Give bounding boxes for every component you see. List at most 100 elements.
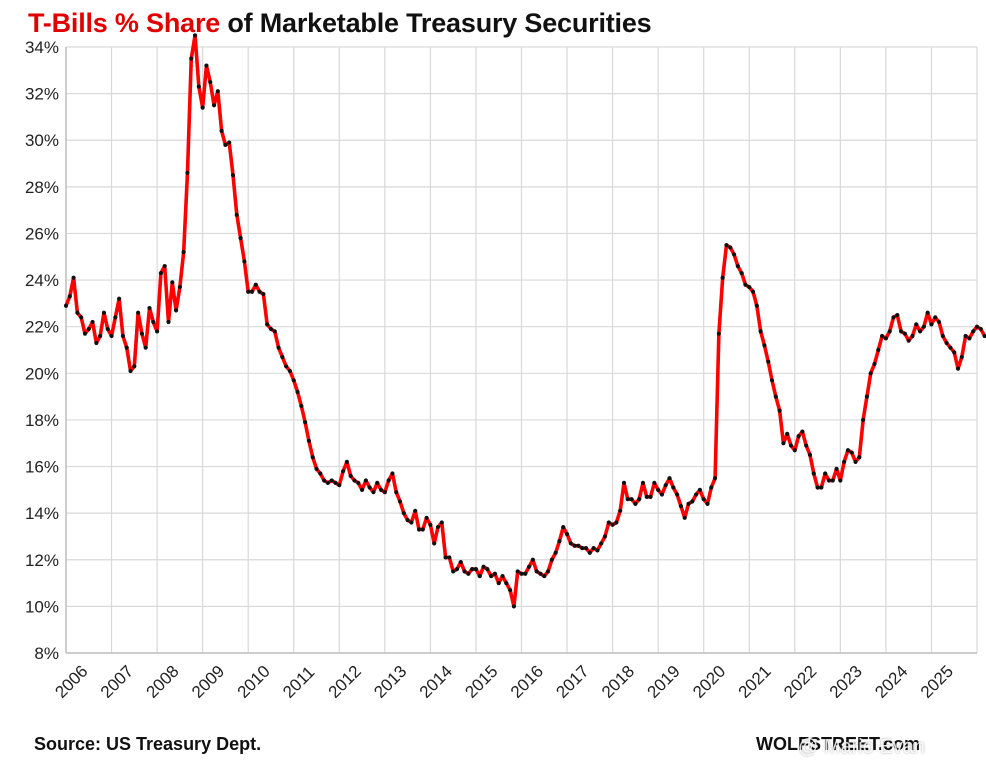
data-point <box>777 408 782 413</box>
data-point <box>568 541 573 546</box>
data-point <box>697 487 703 492</box>
data-point <box>610 522 615 527</box>
data-point <box>166 319 171 325</box>
data-point <box>139 331 145 336</box>
series-markers <box>63 33 986 609</box>
x-tick-label: 2014 <box>416 662 456 702</box>
data-point <box>861 417 866 423</box>
data-point <box>625 497 630 502</box>
data-point <box>432 541 437 546</box>
data-point <box>830 478 835 483</box>
data-point <box>508 587 513 593</box>
data-point <box>257 289 262 294</box>
data-point <box>306 438 312 443</box>
x-tick-label: 2006 <box>51 662 91 702</box>
data-point <box>291 378 296 383</box>
data-point <box>504 580 509 586</box>
data-point <box>804 443 809 448</box>
data-point <box>466 571 471 576</box>
data-point <box>151 319 156 325</box>
data-point <box>906 338 911 343</box>
data-point <box>143 345 148 350</box>
data-point <box>333 480 338 485</box>
data-point <box>955 366 961 371</box>
data-point <box>238 236 243 241</box>
x-tick-label: 2023 <box>826 662 866 702</box>
data-point <box>299 403 304 409</box>
data-point <box>595 548 600 553</box>
data-point <box>451 569 456 574</box>
data-point <box>367 485 372 490</box>
gridlines <box>65 46 978 654</box>
data-point <box>485 566 490 572</box>
x-axis-tick-labels: 2006 2007 2008 2009 2010 2011 2012 2013 2014 2015… <box>51 662 957 702</box>
data-point <box>265 322 270 327</box>
data-point <box>189 56 194 61</box>
data-point <box>542 573 547 579</box>
data-point <box>200 105 205 110</box>
x-tick-label: 2025 <box>917 662 957 702</box>
series-line-layer <box>64 33 986 609</box>
data-point <box>621 480 627 485</box>
data-point <box>337 483 342 488</box>
data-point <box>724 243 729 248</box>
data-point <box>344 459 349 464</box>
x-tick-label: 2022 <box>780 662 820 702</box>
x-tick-label: 2007 <box>97 662 137 702</box>
data-point <box>792 448 797 453</box>
y-tick-label: 18% <box>25 411 59 430</box>
data-point <box>67 294 72 299</box>
data-point <box>743 282 748 287</box>
data-point <box>925 310 930 315</box>
x-tick-label: 2016 <box>507 662 547 702</box>
data-point <box>952 350 957 355</box>
data-point <box>481 564 486 569</box>
data-point <box>359 487 365 492</box>
data-point <box>511 604 517 609</box>
data-point <box>971 329 976 334</box>
data-point <box>378 487 384 492</box>
x-tick-label: 2009 <box>188 662 228 702</box>
data-point <box>394 490 399 495</box>
watermark-text: @ Mario Evan <box>798 736 926 758</box>
x-tick-label: 2024 <box>871 662 911 702</box>
x-tick-label: 2013 <box>370 662 410 702</box>
data-point <box>849 450 854 455</box>
data-point <box>694 492 699 497</box>
data-point <box>553 550 558 555</box>
data-point <box>576 543 581 548</box>
data-point <box>280 354 285 360</box>
data-point <box>208 79 213 85</box>
data-point <box>652 480 657 485</box>
data-point <box>325 480 331 485</box>
source-note: Source: US Treasury Dept. <box>34 734 262 754</box>
data-point <box>959 354 964 360</box>
data-point <box>117 296 122 301</box>
data-point <box>314 466 319 471</box>
data-point <box>868 371 873 376</box>
data-point <box>857 455 862 460</box>
data-point <box>523 571 528 576</box>
data-point <box>978 326 983 332</box>
chart-title-rest: of Marketable Treasury Securities <box>220 8 652 38</box>
data-point <box>322 478 327 483</box>
data-point <box>587 550 592 555</box>
data-point <box>227 140 232 145</box>
y-tick-label: 34% <box>25 38 59 57</box>
data-point <box>834 466 839 471</box>
data-point <box>640 480 646 485</box>
data-point <box>902 331 907 336</box>
data-point <box>819 485 824 490</box>
data-point <box>948 345 953 350</box>
data-point <box>329 478 334 483</box>
data-point <box>671 485 676 490</box>
data-point <box>735 263 740 269</box>
data-point <box>614 520 619 525</box>
data-point <box>887 329 892 334</box>
data-point <box>883 336 889 341</box>
data-point <box>800 429 805 434</box>
x-tick-label: 2018 <box>598 662 638 702</box>
data-point <box>633 501 638 506</box>
data-point <box>375 480 380 485</box>
data-point <box>341 469 346 474</box>
